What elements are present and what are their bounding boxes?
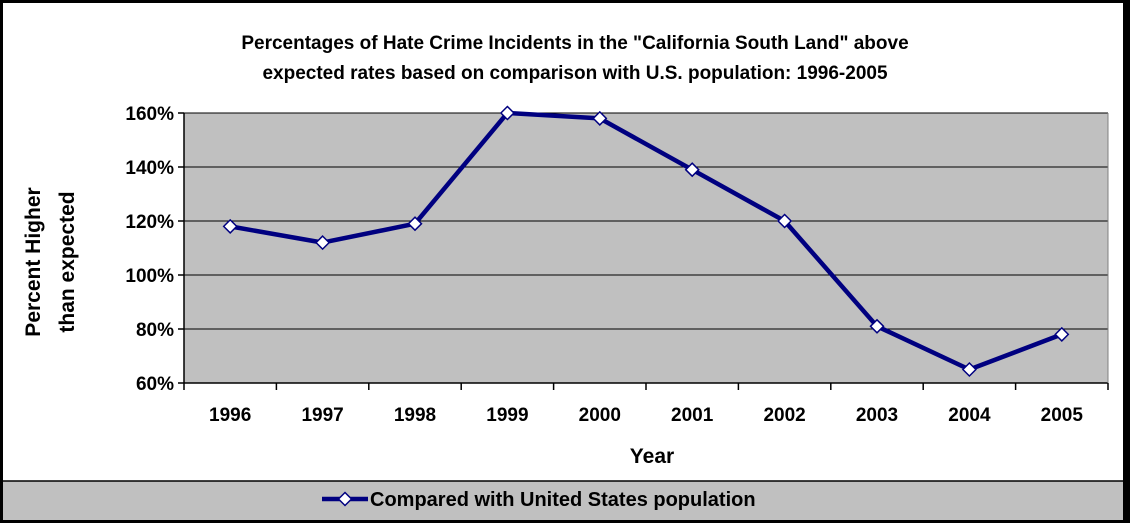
axes xyxy=(178,112,1109,390)
x-tick-label: 2000 xyxy=(579,405,621,426)
y-tick-label: 140% xyxy=(125,158,174,179)
data-point xyxy=(1054,326,1070,342)
x-tick-label: 2002 xyxy=(763,405,805,426)
x-tick-label: 1998 xyxy=(394,405,436,426)
legend-marker-sample xyxy=(337,491,353,507)
y-tick-label: 100% xyxy=(125,266,174,287)
data-point xyxy=(407,216,423,232)
y-tick-label: 120% xyxy=(125,212,174,233)
data-point xyxy=(869,318,885,334)
data-point xyxy=(315,235,331,251)
data-point xyxy=(592,110,608,126)
data-point xyxy=(961,361,977,378)
chart-title-line-2: expected rates based on comparison with … xyxy=(262,63,887,84)
gridlines xyxy=(184,112,1108,384)
y-tick-label: 80% xyxy=(136,320,174,341)
x-tick-label: 2003 xyxy=(856,405,898,426)
x-tick-labels: 1996 1997 1998 1999 2000 2001 2002 2003 2004 2005 xyxy=(209,405,1083,426)
series-line xyxy=(229,110,1063,372)
legend: Compared with United States population xyxy=(3,480,1123,520)
y-tick-labels: 60% 80% 100% 120% 140% 160% xyxy=(125,104,174,395)
plot-area xyxy=(184,113,1108,383)
legend-box xyxy=(3,481,1123,520)
legend-label: Compared with United States population xyxy=(370,489,756,511)
series-layer xyxy=(222,105,1070,378)
data-point xyxy=(222,218,238,234)
y-tick-label: 60% xyxy=(136,374,174,395)
data-point xyxy=(684,162,700,178)
x-tick-label: 2001 xyxy=(671,405,714,426)
x-tick-label: 1999 xyxy=(486,405,528,426)
x-tick-label: 1996 xyxy=(209,405,251,426)
chart-title-line-1: Percentages of Hate Crime Incidents in t… xyxy=(241,33,908,54)
x-axis-title: Year xyxy=(630,445,674,468)
y-axis-title: Percent Higher than expected xyxy=(22,187,79,336)
data-point xyxy=(777,213,793,229)
y-axis-title-line-1: Percent Higher xyxy=(22,187,45,336)
y-tick-label: 160% xyxy=(125,104,174,125)
y-axis-title-line-2: than expected xyxy=(56,191,79,332)
data-point xyxy=(499,105,515,121)
x-tick-label: 2004 xyxy=(948,405,991,426)
chart-title: Percentages of Hate Crime Incidents in t… xyxy=(241,33,908,84)
x-tick-label: 2005 xyxy=(1041,405,1084,426)
x-tick-label: 1997 xyxy=(301,405,343,426)
